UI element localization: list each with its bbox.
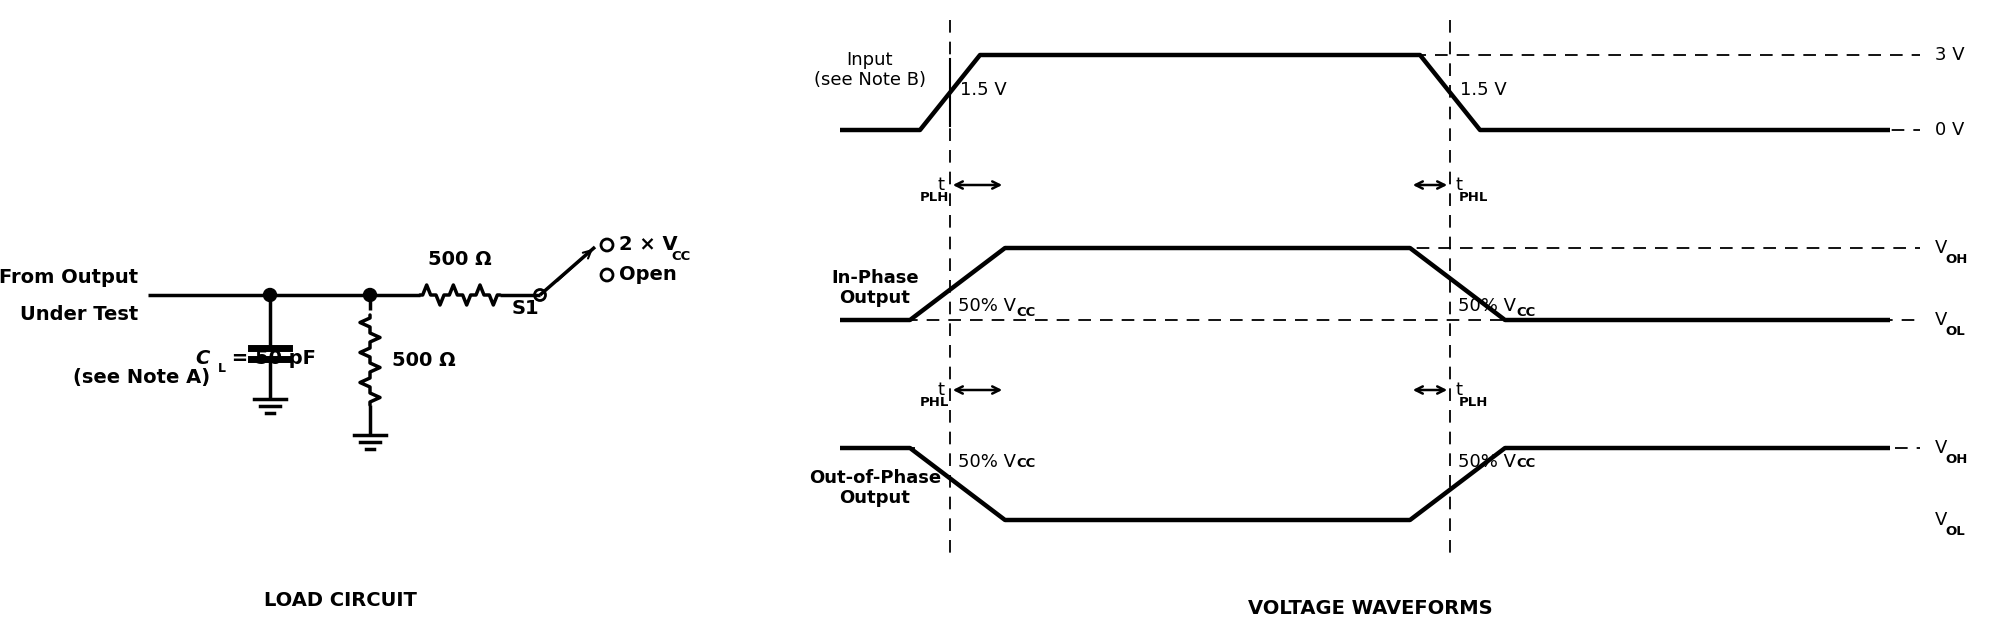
Circle shape [364, 289, 376, 301]
Text: 500 Ω: 500 Ω [392, 350, 456, 369]
Text: t: t [938, 381, 944, 399]
Text: CC: CC [1017, 457, 1035, 470]
Text: V: V [1935, 311, 1947, 329]
Text: 50% V: 50% V [958, 297, 1017, 315]
Text: 50% V: 50% V [1459, 453, 1517, 471]
Text: (see Note A): (see Note A) [72, 368, 211, 387]
Text: LOAD CIRCUIT: LOAD CIRCUIT [263, 590, 416, 610]
Text: (see Note B): (see Note B) [814, 71, 926, 89]
Text: Output: Output [840, 289, 910, 307]
Text: 0 V: 0 V [1935, 121, 1965, 139]
Text: Out-of-Phase: Out-of-Phase [810, 469, 940, 487]
Text: In-Phase: In-Phase [832, 269, 918, 287]
Text: t: t [1455, 176, 1463, 194]
Text: PHL: PHL [1459, 191, 1489, 204]
Text: V: V [1935, 511, 1947, 529]
Text: 1.5 V: 1.5 V [960, 81, 1007, 99]
Text: OL: OL [1945, 525, 1965, 538]
Text: 2 × V: 2 × V [619, 236, 677, 255]
Text: CC: CC [1517, 306, 1535, 319]
Circle shape [263, 289, 277, 301]
Text: OL: OL [1945, 325, 1965, 338]
Text: 1.5 V: 1.5 V [1461, 81, 1507, 99]
Text: 50% V: 50% V [958, 453, 1017, 471]
Text: From Output: From Output [0, 268, 139, 287]
Text: L: L [219, 362, 225, 375]
Text: C: C [195, 348, 211, 368]
Text: Output: Output [840, 489, 910, 507]
Text: Open: Open [619, 266, 677, 285]
Text: t: t [1455, 381, 1463, 399]
Text: VOLTAGE WAVEFORMS: VOLTAGE WAVEFORMS [1248, 599, 1493, 617]
Text: 50% V: 50% V [1459, 297, 1517, 315]
Text: = 50 pF: = 50 pF [225, 348, 315, 368]
Text: OH: OH [1945, 453, 1967, 466]
Text: PHL: PHL [920, 396, 948, 409]
Text: CC: CC [671, 250, 691, 263]
Text: PLH: PLH [920, 191, 948, 204]
Text: PLH: PLH [1459, 396, 1489, 409]
Text: CC: CC [1517, 457, 1535, 470]
Text: CC: CC [1017, 306, 1035, 319]
Text: OH: OH [1945, 253, 1967, 266]
Text: V: V [1935, 239, 1947, 257]
Text: Under Test: Under Test [20, 305, 139, 324]
Text: t: t [938, 176, 944, 194]
Text: 3 V: 3 V [1935, 46, 1965, 64]
Text: 500 Ω: 500 Ω [428, 250, 492, 269]
Text: S1: S1 [512, 299, 540, 318]
Text: V: V [1935, 439, 1947, 457]
Text: Input: Input [846, 51, 894, 69]
